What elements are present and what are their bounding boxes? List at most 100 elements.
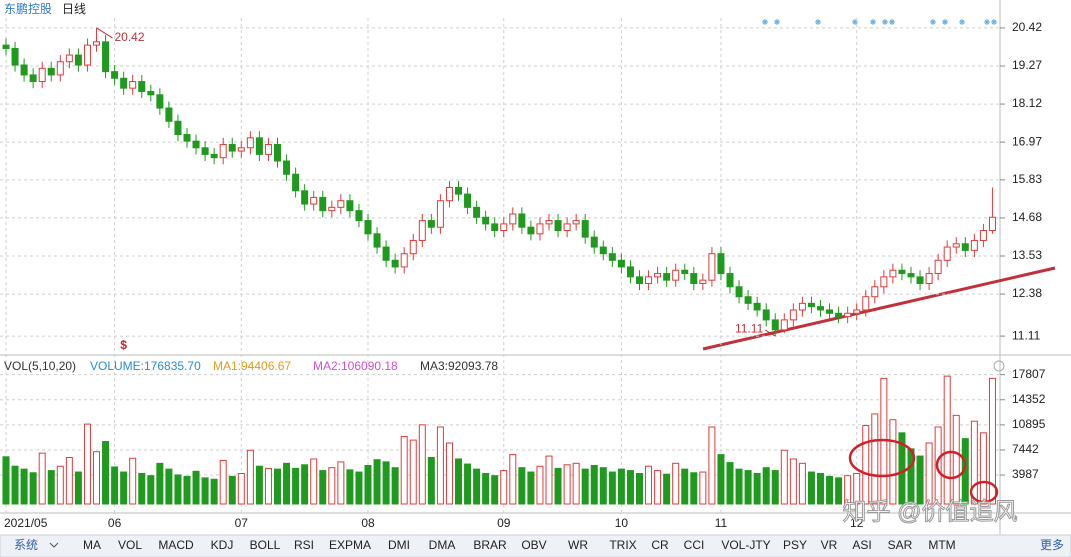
volume-bar bbox=[418, 424, 426, 505]
candle-body bbox=[165, 107, 173, 122]
volume-bar bbox=[228, 475, 236, 505]
star bbox=[889, 19, 895, 25]
candle-body bbox=[988, 216, 996, 232]
toolbar-tab[interactable]: DMA bbox=[429, 538, 456, 552]
volume-bar bbox=[192, 470, 200, 505]
volume-bar bbox=[835, 477, 843, 505]
volume-bar bbox=[2, 456, 10, 505]
candle-body bbox=[445, 186, 453, 202]
toolbar-tab[interactable]: SAR bbox=[888, 538, 913, 552]
candle-body bbox=[201, 147, 209, 155]
candle-body bbox=[237, 147, 245, 152]
star bbox=[942, 19, 948, 25]
star bbox=[870, 19, 876, 25]
volume-bar bbox=[762, 467, 770, 505]
period: 日线 bbox=[62, 2, 86, 16]
volume-bar bbox=[726, 462, 734, 505]
candle-body bbox=[292, 173, 300, 192]
toolbar-tab[interactable]: MACD bbox=[158, 538, 194, 552]
toolbar-tab[interactable]: BOLL bbox=[250, 538, 281, 552]
candle-body bbox=[789, 309, 797, 321]
x-tick-label: 11 bbox=[715, 516, 728, 530]
volume-bar bbox=[83, 423, 91, 505]
toolbar-tab[interactable]: CCI bbox=[684, 538, 705, 552]
candle-body bbox=[753, 302, 761, 311]
y-tick-label: 19.27 bbox=[1012, 58, 1042, 72]
toolbar-tab[interactable]: WR bbox=[568, 538, 588, 552]
volume-bar bbox=[500, 470, 508, 505]
volume-bar bbox=[255, 465, 263, 505]
star bbox=[852, 19, 858, 25]
volume-bar bbox=[156, 462, 164, 505]
volume-bar bbox=[862, 425, 870, 505]
volume-bar bbox=[563, 464, 571, 505]
volume-bar bbox=[943, 375, 951, 505]
volume-bar bbox=[509, 454, 517, 505]
toolbar-tab[interactable]: VOL bbox=[118, 538, 142, 552]
candle-body bbox=[455, 186, 462, 195]
toolbar-tab[interactable]: MA bbox=[83, 538, 101, 552]
candle-body bbox=[337, 200, 345, 208]
y-tick-label: 15.83 bbox=[1012, 172, 1042, 186]
volume-bar bbox=[925, 442, 933, 505]
volume-bar bbox=[29, 472, 37, 505]
toolbar-tab[interactable]: VR bbox=[821, 538, 838, 552]
y-tick-label: 14.68 bbox=[1012, 210, 1042, 224]
volume-bar bbox=[581, 468, 589, 505]
toolbar-tab[interactable]: CR bbox=[651, 538, 669, 552]
candle-body bbox=[491, 223, 499, 232]
toolbar-tab[interactable]: VOL-JTY bbox=[721, 538, 770, 552]
candle-body bbox=[853, 309, 861, 314]
volume-bar bbox=[545, 455, 553, 505]
toolbar-more[interactable]: 更多 bbox=[1040, 538, 1064, 552]
x-tick-label: 06 bbox=[108, 516, 122, 530]
toolbar-tab[interactable]: MTM bbox=[928, 538, 955, 552]
candle-body bbox=[844, 312, 852, 318]
candle-body bbox=[2, 44, 10, 49]
candle-body bbox=[111, 71, 119, 79]
volume-bar bbox=[771, 470, 779, 505]
toolbar-tab[interactable]: ASI bbox=[852, 538, 871, 552]
toolbar-tab[interactable]: DMI bbox=[388, 538, 410, 552]
candle-body bbox=[581, 220, 589, 238]
volume-bar bbox=[11, 465, 19, 505]
volume-bar bbox=[56, 465, 64, 505]
candle-body bbox=[663, 273, 671, 281]
volume-bar bbox=[617, 468, 625, 505]
toolbar-tab[interactable]: TRIX bbox=[609, 538, 636, 552]
toolbar-tab[interactable]: EXPMA bbox=[329, 538, 371, 552]
candle-body bbox=[120, 77, 128, 89]
settings-icon[interactable] bbox=[993, 360, 1005, 372]
candle-body bbox=[889, 269, 897, 278]
volume-bar bbox=[717, 454, 725, 505]
toolbar-menu[interactable]: 系统 bbox=[14, 538, 38, 552]
toolbar-bg bbox=[0, 534, 1071, 557]
volume-bar bbox=[373, 459, 381, 505]
candle-body bbox=[11, 47, 19, 66]
toolbar-tab[interactable]: OBV bbox=[521, 538, 546, 552]
toolbar-tab[interactable]: RSI bbox=[294, 538, 314, 552]
toolbar-tab[interactable]: PSY bbox=[783, 538, 807, 552]
candle-body bbox=[599, 246, 607, 255]
toolbar-tab[interactable]: BRAR bbox=[473, 538, 507, 552]
candle-body bbox=[409, 239, 417, 255]
volume-bar bbox=[988, 377, 996, 505]
candle-body bbox=[925, 273, 933, 284]
volume-bar bbox=[346, 469, 354, 505]
candle-body bbox=[20, 64, 28, 76]
dropdown-arrow bbox=[49, 542, 59, 548]
candle-body bbox=[590, 236, 598, 248]
candle-body bbox=[672, 269, 680, 281]
volume-bar bbox=[38, 452, 46, 505]
candle-body bbox=[210, 153, 218, 159]
stock-name: 东鹏控股 bbox=[4, 2, 52, 16]
toolbar-tab[interactable]: KDJ bbox=[211, 538, 234, 552]
candle-body bbox=[943, 246, 951, 261]
candle-body bbox=[373, 233, 381, 248]
candle-body bbox=[328, 206, 336, 212]
candle-body bbox=[608, 253, 616, 261]
candle-body bbox=[771, 319, 779, 331]
volume-bar bbox=[482, 472, 490, 505]
x-tick-label: 07 bbox=[235, 516, 249, 530]
